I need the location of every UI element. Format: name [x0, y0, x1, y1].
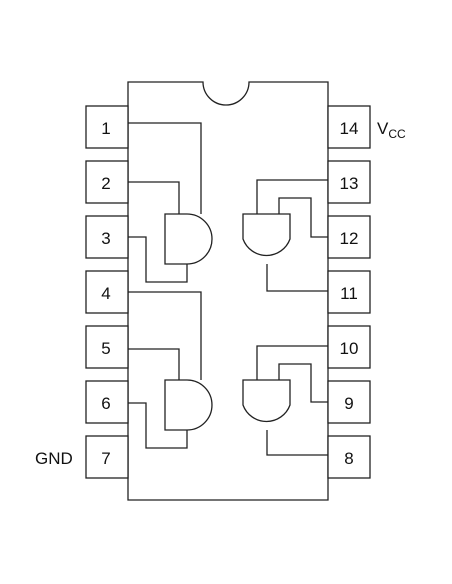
pin-box-2: [85, 160, 129, 204]
pin-label-10: 10: [340, 339, 359, 358]
wire-pin9-gate4: [278, 363, 328, 403]
pin-label-11: 11: [340, 284, 358, 303]
pin-box-7: [85, 435, 129, 479]
pin-label-1: 1: [101, 119, 110, 138]
pin-box-8: [327, 435, 371, 479]
pin-box-10: [327, 325, 371, 369]
pin-label-7: 7: [101, 449, 110, 468]
pin-box-6: [85, 380, 129, 424]
pin-box-9: [327, 380, 371, 424]
vcc-label-sub: CC: [388, 127, 406, 141]
wire-pin4-gate2: [128, 291, 202, 380]
wire-gate2-pin6: [128, 402, 188, 449]
pin-label-6: 6: [101, 394, 110, 413]
pin-label-14: 14: [340, 119, 359, 138]
pin-box-4: [85, 270, 129, 314]
pin-label-5: 5: [101, 339, 110, 358]
wire-gate4-pin8: [266, 430, 328, 456]
pin-box-3: [85, 215, 129, 259]
pin-box-14: [327, 105, 371, 149]
wire-pin1-gate1: [128, 122, 202, 214]
pin-box-5: [85, 325, 129, 369]
pin-label-3: 3: [101, 229, 110, 248]
wiring: [128, 122, 328, 456]
pin-label-12: 12: [340, 229, 359, 248]
wire-gate1-pin3: [128, 236, 188, 283]
pin-box-1: [85, 105, 129, 149]
pin-box-11: [327, 270, 371, 314]
left-pins: [85, 105, 129, 479]
pin-label-4: 4: [101, 284, 110, 303]
and-gate-1: [164, 213, 213, 265]
and-gate-4: [242, 379, 291, 423]
pin-box-13: [327, 160, 371, 204]
and-gate-3: [242, 213, 291, 257]
vcc-label-main: V: [377, 119, 389, 138]
right-pins: [327, 105, 371, 479]
and-gates: [164, 213, 291, 431]
and-gate-2: [164, 379, 213, 431]
pin-label-2: 2: [101, 174, 110, 193]
pin-label-9: 9: [344, 394, 353, 413]
wire-pin13-gate3: [256, 179, 328, 214]
wire-pin5-gate2: [128, 348, 180, 380]
wire-pin12-gate3: [278, 197, 328, 238]
pin-labels: 1 2 3 4 5 6 7 8 9 10 11 12 13 14: [101, 119, 358, 468]
pin-label-13: 13: [340, 174, 359, 193]
wire-gate3-pin11: [266, 264, 328, 292]
wire-pin2-gate1: [128, 181, 180, 214]
wire-pin10-gate4: [256, 345, 328, 380]
vcc-label: VCC: [377, 119, 406, 141]
gnd-label: GND: [35, 449, 73, 468]
pin-label-8: 8: [344, 449, 353, 468]
